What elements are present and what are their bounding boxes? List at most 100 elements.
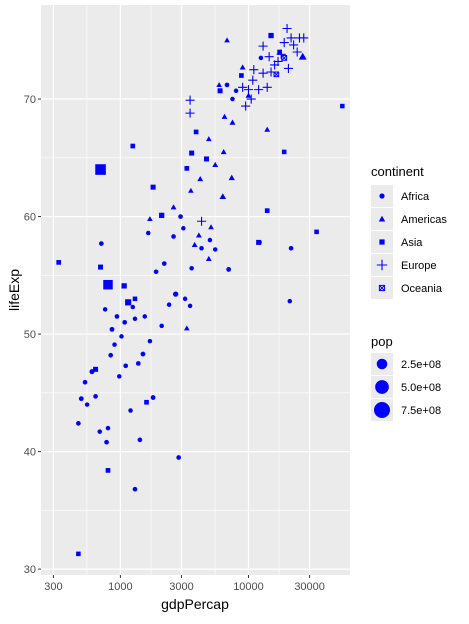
point-africa [104,439,109,445]
point-asia [125,299,132,306]
point-asia [203,156,209,162]
point-americas [212,161,219,168]
point-americas [197,176,204,182]
point-europe [292,47,302,57]
point-europe [264,52,274,62]
point-asia [95,164,106,175]
point-europe [249,65,259,75]
legend-key-oceania [378,284,386,292]
point-americas [219,193,227,200]
point-europe [241,101,251,111]
point-europe [289,40,299,50]
point-americas [228,174,235,181]
y-tick-label: 70 [24,94,36,106]
grid-minor [41,5,350,575]
point-asia [150,184,156,190]
point-americas [205,255,212,262]
point-africa [189,265,194,271]
point-americas [191,241,198,247]
point-asia [256,239,262,245]
point-africa [132,316,138,322]
point-africa [119,334,124,339]
point-europe [276,49,286,59]
point-asia [56,260,62,265]
data-points [56,23,345,557]
point-europe [254,85,264,95]
point-africa [112,342,117,347]
x-axis-title: gdpPercap [161,596,229,612]
point-europe [185,95,195,105]
point-europe [243,85,254,95]
size-key-circle [374,402,390,418]
point-africa [182,296,188,302]
point-asia [98,264,104,270]
point-africa [105,425,111,431]
legend-key-asia [379,239,385,245]
point-americas [216,82,222,88]
y-tick-label: 60 [24,212,36,224]
x-tick-label: 30000 [294,581,325,593]
point-europe [258,41,268,51]
shape-legend-title: continent [371,164,424,179]
point-americas [264,126,271,132]
point-africa [258,55,264,61]
plot-panel [41,5,350,575]
point-asia [268,32,274,39]
y-tick-label: 40 [24,447,36,459]
point-americas [221,113,228,119]
legend-label-oceania: Oceania [401,283,443,295]
point-americas [220,148,227,155]
legend-key-africa [379,193,385,199]
point-africa [97,429,103,434]
point-africa [224,82,230,88]
point-africa [142,314,148,319]
y-axis-ticks: 30 40 50 60 70 [24,94,41,576]
point-americas [239,64,246,70]
point-europe [299,33,309,43]
size-key-circle [375,380,389,394]
point-asia [314,229,319,235]
point-asia [189,150,195,156]
point-asia [76,551,81,557]
size-key-circle [376,358,388,370]
point-africa [288,245,294,251]
point-asia [264,208,270,214]
x-tick-label: 3000 [169,581,193,593]
legend-label-africa: Africa [401,191,430,203]
x-tick-label: 1000 [108,581,132,593]
point-europe [283,63,293,74]
point-asia [239,73,244,78]
point-africa [153,269,159,275]
point-africa [109,326,115,332]
point-asia [277,49,282,55]
point-americas [224,37,230,43]
point-africa [178,214,183,219]
legend-label-europe: Europe [401,260,436,272]
point-africa [140,351,146,357]
point-oceania [273,71,280,78]
y-tick-label: 50 [24,329,36,341]
point-oceania [281,54,288,61]
shape-legend: continent Africa Americas Asia Europe Oceani… [371,164,447,299]
point-americas [245,92,252,98]
size-legend-label: 2.5e+08 [401,359,441,371]
point-africa [173,291,179,297]
point-europe [248,75,258,85]
point-africa [159,323,164,329]
point-asia [184,166,190,171]
point-africa [161,261,167,266]
point-americas [208,224,214,230]
point-asia [159,212,165,219]
x-axis-ticks: 300 1000 3000 10000 30000 [44,575,325,593]
point-asia [105,468,111,473]
point-europe [196,216,207,226]
size-legend-title: pop [371,334,393,349]
point-africa [287,298,293,304]
point-africa [135,361,141,366]
point-americas [170,204,177,210]
point-africa [212,247,218,252]
point-africa [171,234,176,239]
size-legend: pop 2.5e+08 5.0e+08 7.5e+08 [371,334,441,421]
point-africa [226,267,232,272]
